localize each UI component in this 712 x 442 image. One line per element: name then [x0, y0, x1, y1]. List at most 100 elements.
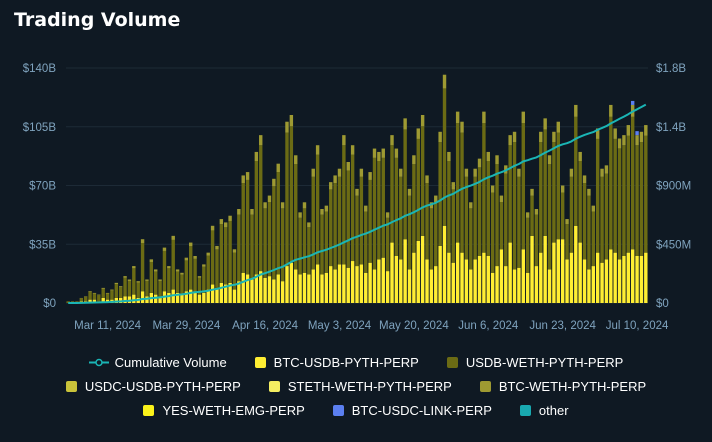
bar-btc-weth-pyth-perp: [101, 287, 105, 289]
bar-btc-weth-pyth-perp: [88, 291, 92, 292]
legend-label: USDC-USDB-PYTH-PERP: [84, 378, 241, 394]
bar-btc-weth-pyth-perp: [215, 245, 219, 250]
legend-item-btc-weth-pyth-perp[interactable]: BTC-WETH-PYTH-PERP: [479, 379, 646, 394]
bar-btc-usdb-pyth-perp: [477, 256, 482, 303]
bar-btc-usdb-pyth-perp: [315, 264, 320, 303]
bar-usdb-weth-pyth-perp: [539, 142, 543, 253]
x-axis-tick: May 3, 2024: [308, 320, 372, 332]
bar-btc-usdb-pyth-perp: [399, 259, 403, 303]
bar-group: [180, 272, 184, 303]
bar-usdb-weth-pyth-perp: [582, 183, 587, 260]
bar-group: [154, 269, 158, 303]
bar-btc-usdb-pyth-perp: [215, 287, 219, 303]
legend-item-usdc-usdb-pyth-perp[interactable]: USDC-USDB-PYTH-PERP: [65, 378, 241, 394]
bar-btc-weth-pyth-perp: [302, 202, 307, 209]
bar-usdb-weth-pyth-perp: [355, 195, 359, 267]
bar-group: [289, 115, 294, 303]
bar-usdb-weth-pyth-perp: [364, 211, 368, 273]
bar-btc-usdb-pyth-perp: [460, 252, 464, 303]
right-axis-tick: $1.4B: [656, 122, 686, 134]
legend-label: USDB-WETH-PYTH-PERP: [465, 354, 624, 370]
bar-usdb-weth-pyth-perp: [420, 126, 425, 236]
legend-item-steth-weth-pyth-perp[interactable]: STETH-WETH-PYTH-PERP: [268, 379, 452, 394]
x-axis-tick: Mar 29, 2024: [152, 320, 220, 332]
bar-btc-weth-pyth-perp: [154, 269, 158, 272]
bar-btc-weth-pyth-perp: [552, 131, 556, 143]
bar-btc-weth-pyth-perp: [425, 175, 429, 184]
bar-btc-usdb-pyth-perp: [289, 262, 294, 303]
left-axis-tick: $35B: [29, 239, 56, 251]
bar-usdb-weth-pyth-perp: [228, 220, 232, 283]
legend-item-yes-weth-emg-perp[interactable]: YES-WETH-EMG-PERP: [143, 403, 305, 418]
bar-usdb-weth-pyth-perp: [486, 160, 490, 256]
bar-usdb-weth-pyth-perp: [302, 208, 307, 273]
bar-usdb-weth-pyth-perp: [263, 208, 267, 278]
bar-btc-usdb-pyth-perp: [294, 269, 298, 303]
bar-usdb-weth-pyth-perp: [105, 293, 110, 300]
bar-btc-usdb-pyth-perp: [206, 289, 210, 303]
bar-btc-usdb-pyth-perp: [263, 277, 267, 303]
bar-btc-weth-pyth-perp: [543, 118, 547, 130]
bar-group: [219, 219, 224, 303]
bar-btc-weth-pyth-perp: [582, 175, 587, 184]
bar-group: [469, 202, 473, 303]
bar-usdb-weth-pyth-perp: [219, 224, 224, 283]
legend-item-btc-usdc-link-perp[interactable]: BTC-USDC-LINK-PERP: [332, 402, 492, 418]
bar-btc-usdb-pyth-perp: [438, 245, 442, 303]
bar-btc-weth-pyth-perp: [521, 111, 525, 124]
legend-item-cumulative-volume[interactable]: Cumulative Volume: [88, 355, 227, 370]
line-marker-icon: [88, 358, 109, 366]
legend-item-usdb-weth-pyth-perp[interactable]: USDB-WETH-PYTH-PERP: [446, 354, 624, 370]
legend-label: BTC-USDC-LINK-PERP: [351, 402, 492, 418]
bar-btc-weth-pyth-perp: [438, 131, 442, 143]
bar-btc-usdb-pyth-perp: [92, 299, 97, 303]
bar-btc-weth-pyth-perp: [416, 128, 420, 139]
bar-usdb-weth-pyth-perp: [202, 266, 206, 293]
bar-btc-weth-pyth-perp: [245, 172, 250, 180]
bar-btc-usdb-pyth-perp: [202, 292, 206, 303]
bar-btc-usdb-pyth-perp: [622, 256, 626, 303]
legend-row-1: Cumulative Volume BTC-USDB-PYTH-PERP USD…: [0, 350, 712, 374]
legend-swatch: [446, 356, 458, 368]
bar-group: [280, 202, 285, 303]
legend-swatch: [479, 380, 491, 392]
bar-group: [517, 168, 521, 303]
bar-btc-weth-pyth-perp: [346, 162, 350, 171]
bar-group: [267, 195, 272, 303]
bar-btc-usdb-pyth-perp: [114, 297, 119, 303]
bar-btc-usdb-pyth-perp: [517, 267, 521, 303]
legend-swatch: [143, 404, 155, 416]
bar-btc-weth-pyth-perp: [434, 195, 438, 203]
bar-btc-weth-pyth-perp: [578, 151, 582, 161]
legend-item-btc-usdb-pyth-perp[interactable]: BTC-USDB-PYTH-PERP: [254, 355, 419, 370]
bar-group: [595, 128, 600, 303]
bar-group: [193, 256, 197, 303]
bar-btc-weth-pyth-perp: [320, 209, 324, 215]
bar-btc-weth-pyth-perp: [298, 212, 302, 218]
bar-usdb-weth-pyth-perp: [569, 176, 574, 253]
bar-btc-weth-pyth-perp: [97, 294, 101, 296]
bar-usdb-weth-pyth-perp: [477, 167, 482, 256]
bar-btc-usdb-pyth-perp: [473, 259, 477, 303]
bar-group: [162, 247, 167, 303]
bar-usdb-weth-pyth-perp: [394, 157, 399, 256]
bar-group: [333, 175, 337, 303]
bar-group: [364, 205, 368, 303]
bar-group: [298, 212, 302, 303]
bar-btc-weth-pyth-perp: [285, 121, 289, 133]
bar-usdb-weth-pyth-perp: [162, 250, 167, 292]
bar-btc-usdb-pyth-perp: [609, 249, 613, 303]
bar-btc-usdb-pyth-perp: [512, 269, 517, 303]
left-axis-tick: $0: [43, 298, 56, 310]
bar-group: [399, 168, 403, 303]
bar-btc-weth-pyth-perp: [254, 151, 259, 161]
bar-group: [237, 209, 241, 303]
bar-usdb-weth-pyth-perp: [315, 154, 320, 265]
legend-item-other[interactable]: other: [519, 403, 569, 418]
bar-usdb-weth-pyth-perp: [311, 176, 315, 270]
bar-btc-usdb-pyth-perp: [482, 252, 486, 303]
bar-group: [228, 215, 232, 303]
bar-group: [626, 125, 631, 303]
bar-usdb-weth-pyth-perp: [644, 135, 648, 253]
bar-btc-usdb-pyth-perp: [197, 294, 202, 303]
